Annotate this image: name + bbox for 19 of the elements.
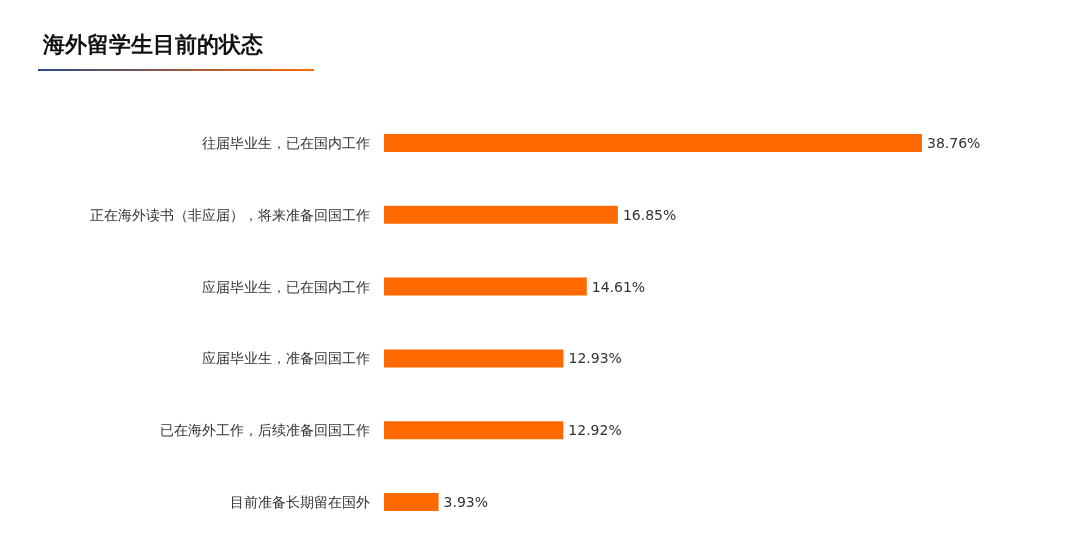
y-tick-label: 应届毕业生，已在国内工作 (202, 278, 370, 295)
bar (384, 277, 587, 296)
data-label: 3.93% (443, 494, 489, 511)
data-label: 16.85% (622, 206, 677, 223)
y-tick-label: 正在海外读书（非应届），将来准备回国工作 (90, 206, 370, 223)
bar (384, 493, 439, 512)
y-tick-label: 往届毕业生，已在国内工作 (202, 134, 370, 151)
bar (384, 349, 564, 368)
bar (384, 421, 564, 440)
text: 海外留学生目前的状态 (42, 31, 263, 57)
data-label: 38.76% (927, 134, 981, 151)
bar (384, 205, 618, 224)
y-tick-label: 目前准备长期留在国外 (230, 494, 370, 511)
data-label: 14.61% (591, 278, 646, 295)
y-tick-label: 应届毕业生，准备回国工作 (202, 350, 370, 367)
y-tick-label: 已在海外工作，后续准备回国工作 (160, 422, 370, 439)
bar (384, 133, 922, 152)
data-label: 12.93% (568, 350, 622, 367)
data-label: 12.92% (568, 422, 622, 439)
